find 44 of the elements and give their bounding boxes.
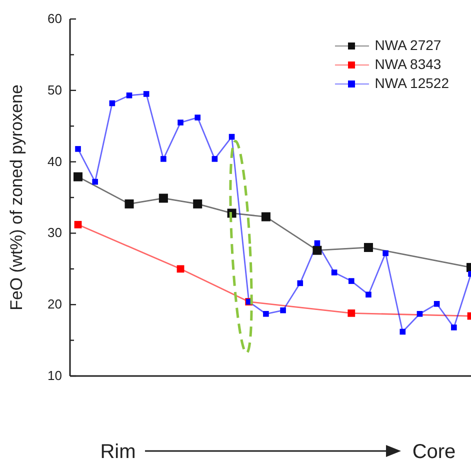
- point: [314, 240, 320, 246]
- point: [193, 199, 202, 208]
- y-tick-label: 20: [48, 296, 62, 312]
- text: Core: [412, 441, 456, 460]
- point: [451, 324, 457, 330]
- point: [194, 114, 201, 120]
- point: [416, 310, 423, 317]
- point: [212, 156, 218, 162]
- point: [434, 300, 440, 307]
- y-tick-label: 60: [48, 11, 62, 26]
- text: Rim: [100, 441, 136, 460]
- point: [280, 307, 286, 314]
- point: [74, 172, 82, 182]
- legend-label: NWA 8343: [374, 55, 442, 74]
- point: [178, 120, 184, 126]
- point: [158, 194, 168, 203]
- point: [124, 199, 134, 208]
- point: [331, 270, 338, 276]
- point: [74, 220, 82, 228]
- point: [382, 250, 388, 256]
- y-tick-label: 10: [48, 368, 62, 383]
- point: [109, 100, 116, 106]
- y-tick-label: 40: [48, 154, 62, 169]
- y-axis-title: FeO (wt%) of zoned pyroxene: [7, 84, 26, 310]
- y-tick-label: 30: [48, 225, 62, 240]
- point: [400, 328, 406, 335]
- legend-label: NWA 2727: [374, 36, 442, 55]
- point: [364, 242, 373, 252]
- point: [160, 156, 166, 162]
- point: [228, 134, 235, 140]
- y-tick-label: 50: [48, 82, 62, 98]
- point: [92, 178, 98, 185]
- point: [143, 91, 150, 97]
- point: [312, 246, 322, 255]
- point: [263, 310, 269, 317]
- point: [297, 280, 304, 286]
- point: [261, 212, 270, 222]
- legend-label: NWA 12522: [374, 74, 449, 93]
- point: [176, 265, 184, 273]
- point: [126, 92, 132, 98]
- point: [348, 278, 354, 284]
- point: [75, 146, 81, 152]
- point: [366, 292, 372, 298]
- point: [348, 309, 356, 317]
